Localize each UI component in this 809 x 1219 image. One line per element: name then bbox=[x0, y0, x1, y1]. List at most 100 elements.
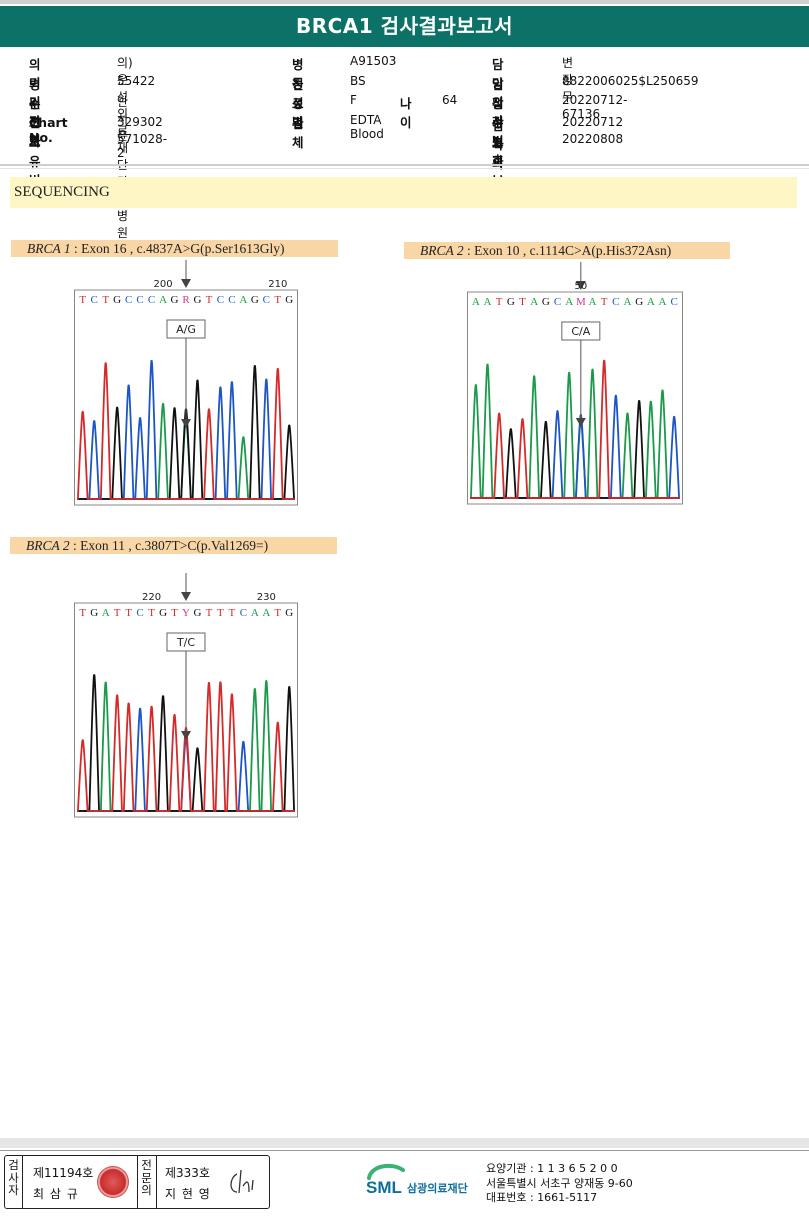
divider bbox=[156, 1156, 157, 1208]
footer-divider bbox=[0, 1150, 809, 1151]
base-call-letter: A bbox=[647, 296, 655, 308]
base-call-letter: G bbox=[542, 296, 550, 308]
tester-name: 최 삼 규 bbox=[33, 1187, 79, 1201]
base-call-letter: A bbox=[251, 607, 259, 619]
variant-gene: BRCA 2 bbox=[420, 243, 464, 258]
base-call-letter: C bbox=[612, 296, 619, 308]
genotype-call-label: T/C bbox=[176, 636, 195, 649]
trace-A bbox=[77, 680, 295, 812]
base-call-letter: T bbox=[601, 296, 608, 308]
base-call-letter: Y bbox=[182, 607, 190, 619]
trace-T bbox=[77, 681, 295, 812]
base-call-letter: A bbox=[589, 296, 597, 308]
tester-license-no: 제11194호 bbox=[33, 1166, 94, 1180]
official-seal-icon bbox=[97, 1166, 129, 1198]
base-call-letter: T bbox=[274, 607, 281, 619]
base-call-letter: G bbox=[90, 607, 98, 619]
base-call-letter: T bbox=[206, 294, 213, 306]
specialist-name: 지 현 영 bbox=[165, 1187, 211, 1201]
top-arrow-head bbox=[181, 592, 191, 601]
inner-arrow-head bbox=[181, 419, 191, 428]
base-call-letter: T bbox=[274, 294, 281, 306]
top-arrow-head bbox=[575, 281, 586, 290]
base-call-letter: A bbox=[262, 607, 270, 619]
base-call-letter: C bbox=[263, 294, 270, 306]
base-call-letter: T bbox=[79, 294, 86, 306]
section-title: SEQUENCING bbox=[10, 177, 797, 208]
inner-arrow-head bbox=[575, 418, 586, 427]
institution-code: 요양기관 : 1 1 3 6 5 2 0 0 bbox=[486, 1162, 618, 1175]
base-call-letter: T bbox=[114, 607, 121, 619]
variant-description: : Exon 11 , c.3807T>C(p.Val1269=) bbox=[69, 538, 269, 553]
logo-text: SML bbox=[366, 1178, 402, 1197]
trace-T bbox=[77, 362, 295, 500]
inner-arrow-head bbox=[181, 731, 191, 740]
base-call-letter: G bbox=[251, 294, 259, 306]
variant-gene: BRCA 2 bbox=[26, 538, 70, 553]
divider bbox=[137, 1156, 138, 1208]
handwritten-signature-icon bbox=[230, 1169, 254, 1194]
genotype-call-label: C/A bbox=[571, 325, 590, 338]
report-title: BRCA1 검사결과보고서 bbox=[0, 6, 809, 47]
base-call-letter: C bbox=[148, 294, 155, 306]
base-call-letter: A bbox=[159, 294, 167, 306]
base-call-letter: G bbox=[193, 294, 201, 306]
base-call-letter: T bbox=[79, 607, 86, 619]
base-call-letter: A bbox=[484, 296, 492, 308]
base-call-letter: A bbox=[565, 296, 573, 308]
variant-gene: BRCA 1 bbox=[27, 241, 71, 256]
base-call-letter: C bbox=[136, 607, 143, 619]
base-call-letter: C bbox=[670, 296, 677, 308]
base-call-letter: T bbox=[171, 607, 178, 619]
base-call-letter: C bbox=[240, 607, 247, 619]
trace-T bbox=[470, 359, 680, 499]
variant-label-3: BRCA 2 : Exon 11 , c.3807T>C(p.Val1269=) bbox=[10, 537, 337, 554]
header-divider bbox=[0, 164, 809, 166]
footer-contact: 요양기관 : 1 1 3 6 5 2 0 0 서울특별시 서초구 양재동 9-6… bbox=[486, 1162, 633, 1206]
base-call-letter: G bbox=[193, 607, 201, 619]
position-tick-label: 50 bbox=[574, 281, 587, 292]
base-call-letter: A bbox=[472, 296, 480, 308]
base-call-letter: C bbox=[217, 294, 224, 306]
base-call-letter: A bbox=[102, 607, 110, 619]
base-call-letter: T bbox=[102, 294, 109, 306]
variant-label-1: BRCA 1 : Exon 16 , c.4837A>G(p.Ser1613Gl… bbox=[11, 240, 338, 257]
position-tick-label: 220 bbox=[142, 592, 161, 603]
base-call-letter: M bbox=[576, 296, 586, 308]
base-call-letter: A bbox=[239, 294, 247, 306]
trace-G bbox=[470, 400, 680, 499]
address: 서울특별시 서초구 양재동 9-60 bbox=[486, 1176, 633, 1190]
base-call-letter: T bbox=[217, 607, 224, 619]
base-call-letter: C bbox=[554, 296, 561, 308]
position-tick-label: 230 bbox=[257, 592, 276, 603]
position-tick-label: 210 bbox=[268, 279, 287, 290]
base-call-letter: C bbox=[136, 294, 143, 306]
base-call-letter: R bbox=[182, 294, 190, 306]
base-call-letter: C bbox=[91, 294, 98, 306]
base-call-letter: C bbox=[125, 294, 132, 306]
top-arrow-head bbox=[181, 279, 191, 288]
position-tick-label: 200 bbox=[154, 279, 173, 290]
base-call-letter: A bbox=[659, 296, 667, 308]
base-call-letter: G bbox=[171, 294, 179, 306]
top-rule bbox=[0, 0, 809, 4]
genotype-call-label: A/G bbox=[176, 323, 196, 336]
base-call-letter: G bbox=[159, 607, 167, 619]
trace-C bbox=[77, 359, 295, 500]
specialist-license-no: 제333호 bbox=[165, 1166, 210, 1180]
base-call-letter: G bbox=[507, 296, 515, 308]
variant-description: : Exon 10 , c.1114C>A(p.His372Asn) bbox=[463, 243, 672, 258]
footer-band bbox=[0, 1138, 809, 1148]
header-divider-thin bbox=[0, 168, 809, 169]
variant-description: : Exon 16 , c.4837A>G(p.Ser1613Gly) bbox=[70, 241, 285, 256]
trace-G bbox=[77, 674, 295, 812]
base-call-letter: G bbox=[285, 294, 293, 306]
chromatogram-2: 50A A T G T A G C A M A T C A G A A CC/A bbox=[467, 262, 683, 505]
base-call-letter: T bbox=[125, 607, 132, 619]
variant-label-2: BRCA 2 : Exon 10 , c.1114C>A(p.His372Asn… bbox=[404, 242, 730, 259]
